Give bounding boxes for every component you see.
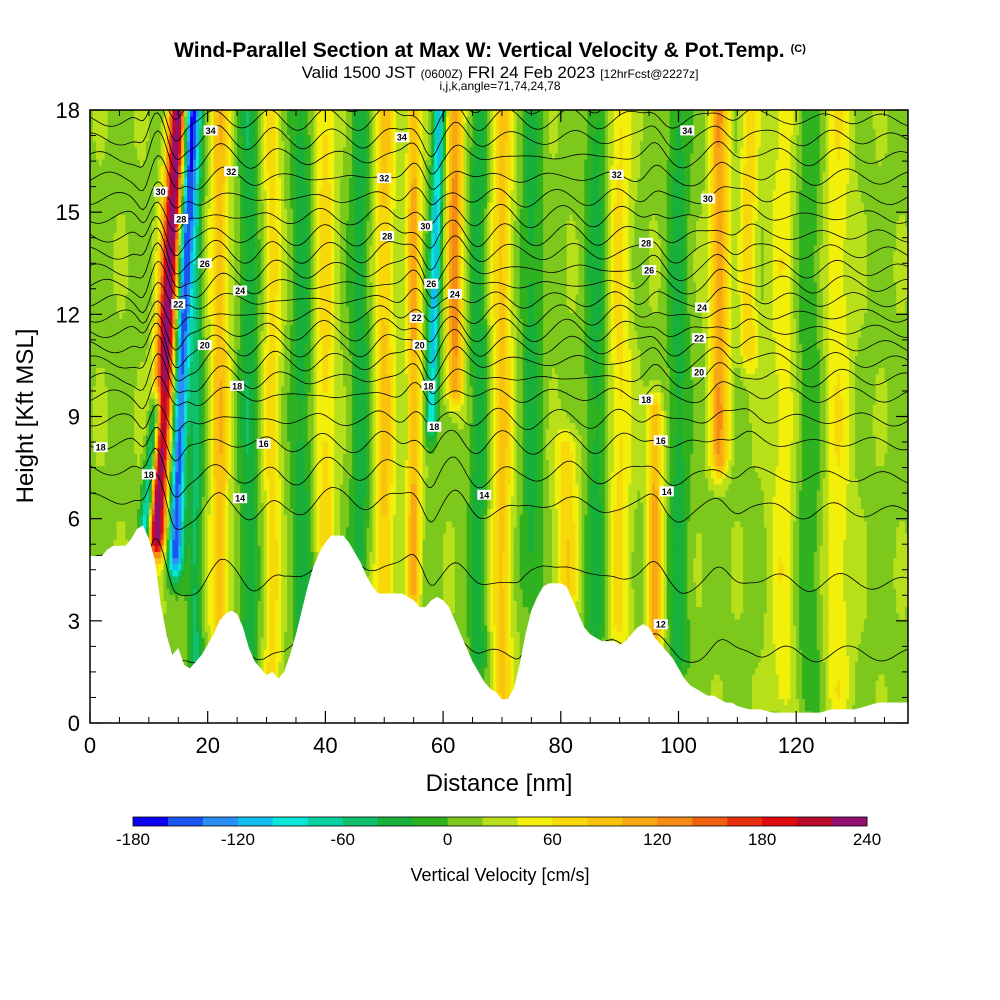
vertical-velocity-shading xyxy=(90,104,909,724)
subtitle-forecast: [12hrFcst@2227z] xyxy=(600,67,698,81)
chart-title-mark: (C) xyxy=(791,43,807,55)
subtitle-valid: Valid 1500 JST xyxy=(302,63,416,82)
plot-area: 3432302826242220181614181834323028262422… xyxy=(90,70,909,723)
chart-subtitle-indices: i,j,k,angle=71,74,24,78 xyxy=(439,79,560,93)
chart-figure: Wind-Parallel Section at Max W: Vertical… xyxy=(0,0,1000,1000)
chart-title: Wind-Parallel Section at Max W: Vertical… xyxy=(174,39,806,62)
chart-title-text: Wind-Parallel Section at Max W: Vertical… xyxy=(174,39,785,62)
